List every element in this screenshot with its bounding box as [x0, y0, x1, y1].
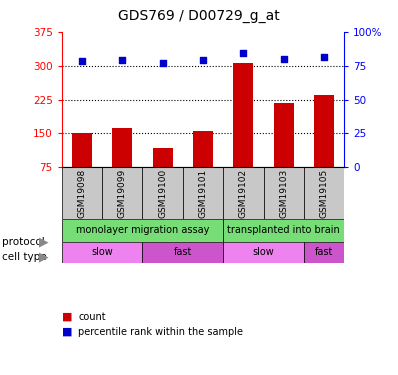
Bar [223, 219, 344, 242]
Bar [263, 167, 304, 219]
Bar [273, 103, 294, 167]
Bar [62, 242, 142, 262]
Text: cell type: cell type [2, 252, 47, 262]
Text: percentile rank within the sample: percentile rank within the sample [78, 327, 244, 337]
Point [281, 56, 287, 62]
Bar [112, 128, 132, 167]
Bar [304, 242, 344, 262]
Text: GSM19098: GSM19098 [77, 168, 86, 218]
Bar [304, 167, 344, 219]
Text: slow: slow [253, 247, 274, 257]
Text: fast: fast [315, 247, 333, 257]
Point [160, 60, 166, 66]
Bar [142, 242, 223, 262]
Bar [142, 167, 183, 219]
Bar [62, 167, 102, 219]
Bar [183, 167, 223, 219]
Text: fast: fast [174, 247, 192, 257]
Text: GDS769 / D00729_g_at: GDS769 / D00729_g_at [118, 9, 280, 23]
Text: slow: slow [91, 247, 113, 257]
Text: count: count [78, 312, 106, 322]
Bar [152, 148, 173, 167]
Text: GSM19100: GSM19100 [158, 168, 167, 218]
Text: GSM19099: GSM19099 [118, 168, 127, 218]
Point [119, 57, 125, 63]
Text: GSM19101: GSM19101 [199, 168, 207, 218]
Text: ■: ■ [62, 312, 72, 322]
Bar [102, 167, 142, 219]
Text: GSM19103: GSM19103 [279, 168, 288, 218]
Bar [223, 167, 263, 219]
Text: GSM19105: GSM19105 [320, 168, 329, 218]
Text: ▶: ▶ [39, 236, 49, 248]
Bar [233, 63, 254, 167]
Point [321, 54, 327, 60]
Text: ■: ■ [62, 327, 72, 337]
Text: monolayer migration assay: monolayer migration assay [76, 225, 209, 235]
Text: protocol: protocol [2, 237, 45, 247]
Point [240, 50, 246, 56]
Point [79, 58, 85, 64]
Text: transplanted into brain: transplanted into brain [227, 225, 340, 235]
Text: ▶: ▶ [39, 251, 49, 263]
Point [200, 57, 206, 63]
Bar [72, 134, 92, 167]
Bar [62, 219, 223, 242]
Text: GSM19102: GSM19102 [239, 169, 248, 218]
Bar [223, 242, 304, 262]
Bar [193, 131, 213, 167]
Bar [314, 95, 334, 167]
